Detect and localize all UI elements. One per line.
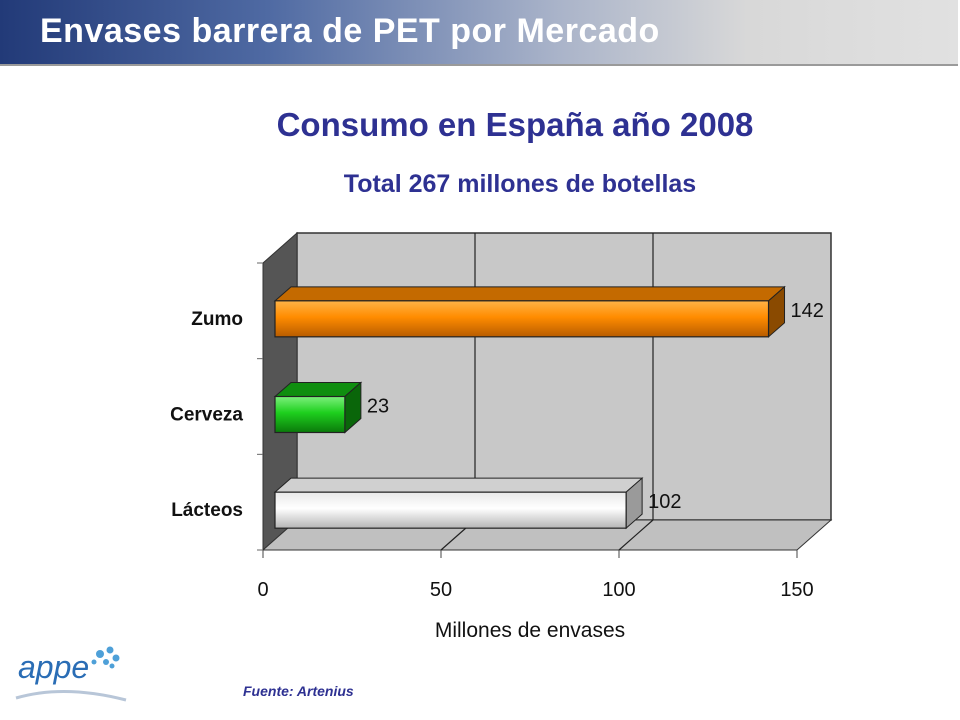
x-axis-label: Millones de envases (435, 619, 625, 642)
source-note: Fuente: Artenius (243, 683, 354, 699)
x-tick-label: 100 (602, 579, 635, 601)
data-label: 142 (791, 300, 824, 322)
floor-gridline (618, 519, 654, 551)
page-title: Envases barrera de PET por Mercado (40, 12, 660, 50)
data-label: 102 (648, 491, 681, 513)
bar-cerveza (274, 395, 346, 434)
x-tick-label: 50 (430, 579, 452, 601)
bar-top-face (273, 286, 786, 302)
category-label: Lácteos (171, 500, 243, 521)
logo-text: appe (18, 649, 89, 685)
category-label: Cerveza (170, 405, 243, 426)
back-wall (296, 232, 832, 521)
bar-lácteos (274, 491, 627, 529)
chart-subtitle: Total 267 millones de botellas (343, 170, 697, 198)
bar-top-face (273, 477, 644, 493)
category-label: Zumo (191, 309, 243, 330)
x-tick-label: 150 (780, 579, 813, 601)
bar-zumo (274, 300, 770, 338)
x-tick-label: 0 (257, 579, 268, 601)
data-label: 23 (367, 396, 389, 418)
appe-logo: appe (15, 646, 127, 702)
header-banner: Envases barrera de PET por Mercado (0, 0, 958, 66)
chart-title: Consumo en España año 2008 (276, 106, 754, 143)
